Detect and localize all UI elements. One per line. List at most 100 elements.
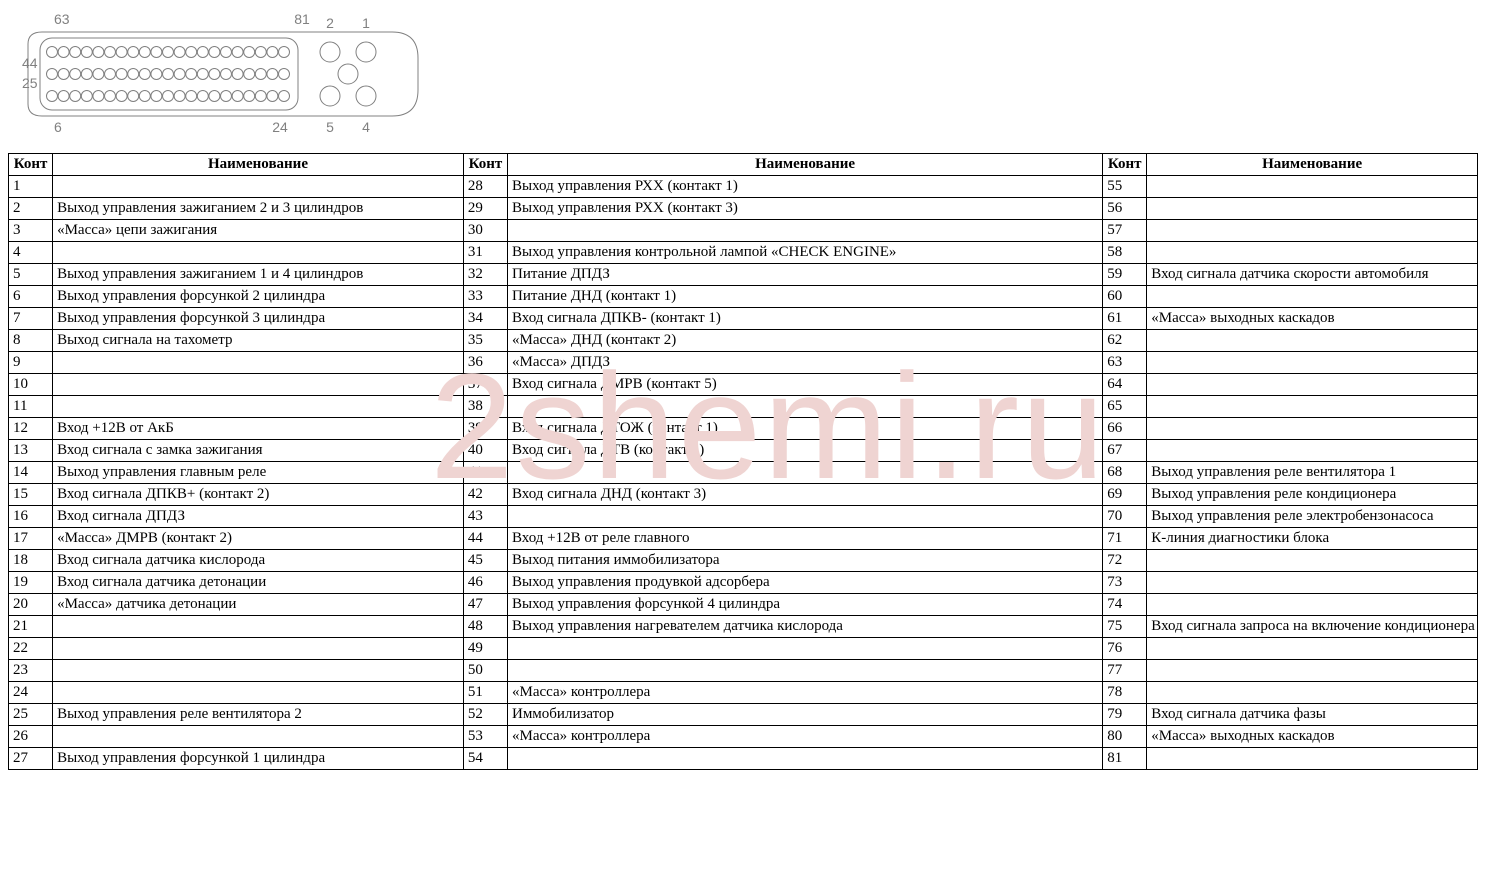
pin-number-cell: 21: [9, 616, 53, 638]
pin-number-cell: 56: [1103, 198, 1147, 220]
svg-text:4: 4: [362, 119, 370, 135]
pin-number-cell: 1: [9, 176, 53, 198]
pin-number-cell: 55: [1103, 176, 1147, 198]
table-row: 18Вход сигнала датчика кислорода45Выход …: [9, 550, 1478, 572]
pin-number-cell: 34: [463, 308, 507, 330]
pin-number-cell: 4: [9, 242, 53, 264]
pin-name-cell: [53, 374, 464, 396]
pin-name-cell: [1147, 374, 1478, 396]
table-row: 6Выход управления форсункой 2 цилиндра33…: [9, 286, 1478, 308]
pin-number-cell: 73: [1103, 572, 1147, 594]
pin-name-cell: [507, 462, 1102, 484]
table-row: 14Выход управления главным реле4168Выход…: [9, 462, 1478, 484]
pin-number-cell: 24: [9, 682, 53, 704]
table-row: 16Вход сигнала ДПДЗ4370Выход управления …: [9, 506, 1478, 528]
pin-number-cell: 27: [9, 748, 53, 770]
svg-text:24: 24: [272, 119, 288, 135]
pin-name-cell: [1147, 352, 1478, 374]
col-header-num-2: Конт: [463, 154, 507, 176]
table-row: 8Выход сигнала на тахометр35«Масса» ДНД …: [9, 330, 1478, 352]
pin-name-cell: [1147, 682, 1478, 704]
pin-number-cell: 64: [1103, 374, 1147, 396]
pin-number-cell: 17: [9, 528, 53, 550]
pin-number-cell: 16: [9, 506, 53, 528]
pin-name-cell: [1147, 550, 1478, 572]
table-row: 2148Выход управления нагревателем датчик…: [9, 616, 1478, 638]
pin-name-cell: Выход управления зажиганием 1 и 4 цилинд…: [53, 264, 464, 286]
table-row: 3«Масса» цепи зажигания3057: [9, 220, 1478, 242]
pin-name-cell: [507, 220, 1102, 242]
pin-number-cell: 79: [1103, 704, 1147, 726]
pin-name-cell: [1147, 198, 1478, 220]
pin-number-cell: 30: [463, 220, 507, 242]
pin-name-cell: [53, 396, 464, 418]
table-row: 15Вход сигнала ДПКВ+ (контакт 2)42Вход с…: [9, 484, 1478, 506]
pin-number-cell: 38: [463, 396, 507, 418]
pin-number-cell: 36: [463, 352, 507, 374]
pin-name-cell: «Масса» ДМРВ (контакт 2): [53, 528, 464, 550]
pin-number-cell: 78: [1103, 682, 1147, 704]
pin-number-cell: 28: [463, 176, 507, 198]
pin-number-cell: 52: [463, 704, 507, 726]
pin-name-cell: Вход сигнала датчика детонации: [53, 572, 464, 594]
pin-number-cell: 75: [1103, 616, 1147, 638]
pin-name-cell: Вход +12В от АкБ: [53, 418, 464, 440]
table-row: 11 38 65: [9, 396, 1478, 418]
table-row: 7Выход управления форсункой 3 цилиндра34…: [9, 308, 1478, 330]
pin-name-cell: [1147, 330, 1478, 352]
pin-number-cell: 69: [1103, 484, 1147, 506]
col-header-num-1: Конт: [9, 154, 53, 176]
pin-name-cell: [53, 242, 464, 264]
pin-number-cell: 10: [9, 374, 53, 396]
pin-name-cell: К-линия диагностики блока: [1147, 528, 1478, 550]
pin-number-cell: 65: [1103, 396, 1147, 418]
pin-name-cell: Выход управления реле кондиционера: [1147, 484, 1478, 506]
pin-name-cell: «Масса» выходных каскадов: [1147, 308, 1478, 330]
pin-number-cell: 43: [463, 506, 507, 528]
col-header-name-1: Наименование: [53, 154, 464, 176]
pin-number-cell: 2: [9, 198, 53, 220]
pin-number-cell: 12: [9, 418, 53, 440]
pin-number-cell: 35: [463, 330, 507, 352]
pin-name-cell: «Масса» цепи зажигания: [53, 220, 464, 242]
pin-number-cell: 15: [9, 484, 53, 506]
pin-name-cell: Вход сигнала датчика фазы: [1147, 704, 1478, 726]
pin-number-cell: 11: [9, 396, 53, 418]
pin-name-cell: Вход сигнала датчика скорости автомобиля: [1147, 264, 1478, 286]
pin-number-cell: 50: [463, 660, 507, 682]
pin-number-cell: 3: [9, 220, 53, 242]
pin-name-cell: Вход сигнала ДНД (контакт 3): [507, 484, 1102, 506]
pin-name-cell: Выход управления реле вентилятора 2: [53, 704, 464, 726]
pin-name-cell: Вход сигнала ДПКВ- (контакт 1): [507, 308, 1102, 330]
pin-number-cell: 6: [9, 286, 53, 308]
pin-number-cell: 61: [1103, 308, 1147, 330]
table-row: 20«Масса» датчика детонации47Выход управ…: [9, 594, 1478, 616]
pin-number-cell: 42: [463, 484, 507, 506]
pin-name-cell: [507, 506, 1102, 528]
table-row: 2Выход управления зажиганием 2 и 3 цилин…: [9, 198, 1478, 220]
svg-text:81: 81: [294, 11, 310, 27]
pin-number-cell: 81: [1103, 748, 1147, 770]
connector-diagram: 638144256241245: [12, 8, 1478, 143]
pin-name-cell: Выход управления РХХ (контакт 3): [507, 198, 1102, 220]
pin-name-cell: Вход сигнала датчика кислорода: [53, 550, 464, 572]
pin-number-cell: 66: [1103, 418, 1147, 440]
table-row: 128Выход управления РХХ (контакт 1)55: [9, 176, 1478, 198]
col-header-name-3: Наименование: [1147, 154, 1478, 176]
table-row: 13Вход сигнала с замка зажигания40Вход с…: [9, 440, 1478, 462]
pin-name-cell: Вход сигнала запроса на включение кондиц…: [1147, 616, 1478, 638]
table-row: 224976: [9, 638, 1478, 660]
pin-name-cell: [1147, 242, 1478, 264]
pin-name-cell: Выход управления форсункой 2 цилиндра: [53, 286, 464, 308]
pin-number-cell: 48: [463, 616, 507, 638]
pin-name-cell: Питание ДНД (контакт 1): [507, 286, 1102, 308]
pin-number-cell: 77: [1103, 660, 1147, 682]
pin-number-cell: 62: [1103, 330, 1147, 352]
pin-name-cell: «Масса» выходных каскадов: [1147, 726, 1478, 748]
pin-name-cell: [1147, 220, 1478, 242]
table-row: 5Выход управления зажиганием 1 и 4 цилин…: [9, 264, 1478, 286]
pin-number-cell: 25: [9, 704, 53, 726]
table-row: 12Вход +12В от АкБ39Вход сигнала ДТОЖ (к…: [9, 418, 1478, 440]
pin-name-cell: «Масса» контроллера: [507, 682, 1102, 704]
table-row: 235077: [9, 660, 1478, 682]
